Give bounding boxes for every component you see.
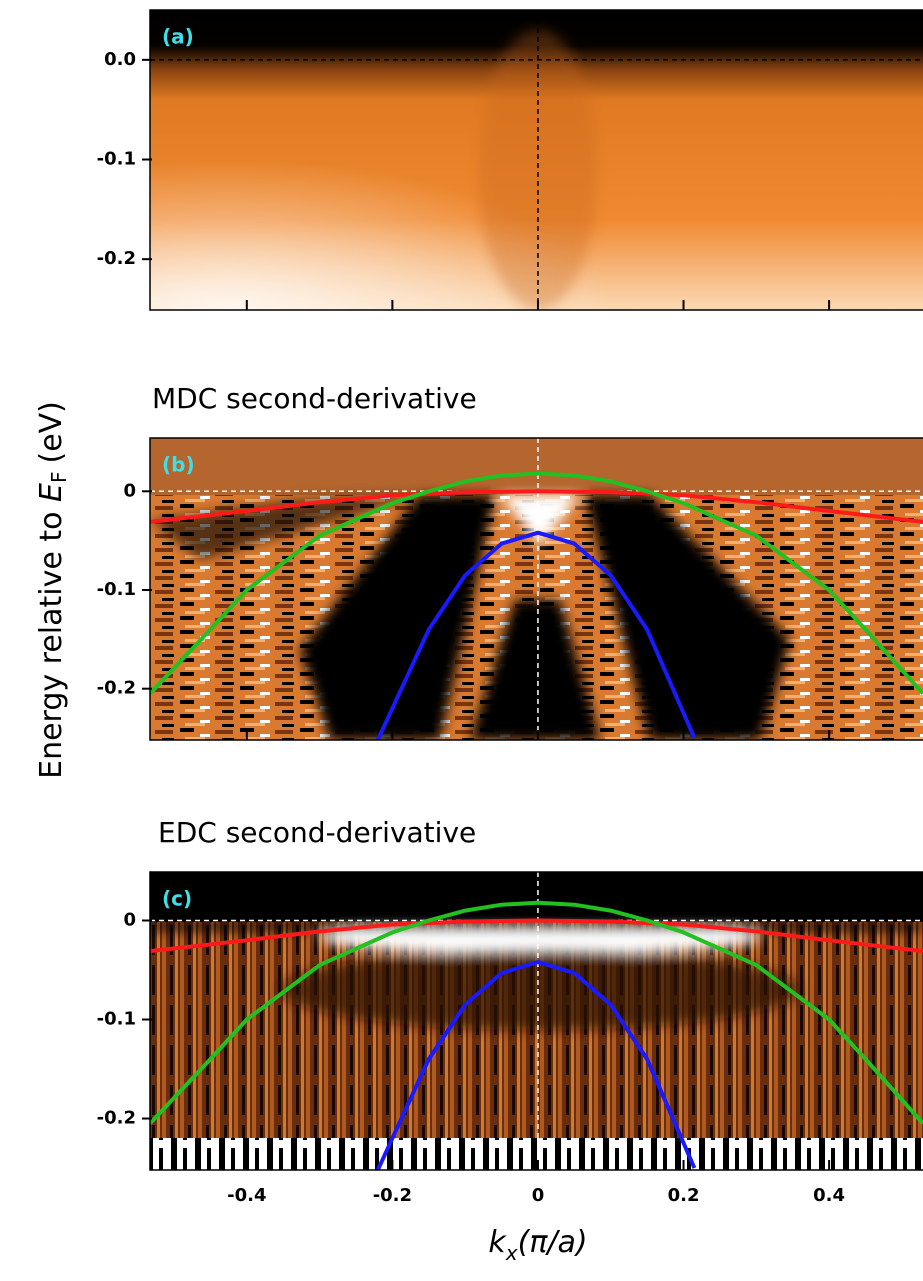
panel: 0 -0.1 -0.2 (b) MDC second-derivative xyxy=(97,382,923,741)
x-label-unit: (π/a) xyxy=(518,1225,588,1260)
panel: -0.4 -0.2 0 0.2 0.4 0 -0.1 -0.2 (c) EDC second-de… xyxy=(97,816,923,1206)
x-axis-label: kx(π/a) xyxy=(488,1225,587,1265)
y-label-symbol: E xyxy=(34,483,69,502)
x-tick-label: 0 xyxy=(532,1185,545,1206)
panel-title: MDC second-derivative xyxy=(152,382,477,415)
y-tick-label: -0.2 xyxy=(97,678,136,699)
panel: 0.0 -0.1 -0.2 (a) xyxy=(97,9,923,311)
y-label-subscript: F xyxy=(47,471,71,483)
panel-label: (c) xyxy=(162,887,192,911)
plot-area xyxy=(150,438,923,740)
y-tick-label: -0.2 xyxy=(97,248,136,269)
plot-area xyxy=(150,872,923,1170)
heatmap-b xyxy=(150,438,923,740)
y-tick-label: 0.0 xyxy=(104,49,136,70)
panel-title: EDC second-derivative xyxy=(158,816,476,849)
y-tick-label: 0 xyxy=(123,910,136,931)
x-label-subscript: x xyxy=(505,1241,518,1265)
y-tick-label: -0.1 xyxy=(97,579,136,600)
heatmap-c xyxy=(150,872,923,1170)
y-label-unit: (eV) xyxy=(34,401,69,463)
band-curve xyxy=(150,471,923,695)
band-curve xyxy=(150,918,923,954)
band-curve xyxy=(375,530,697,740)
y-tick-label: -0.1 xyxy=(97,1009,136,1030)
y-tick-label: -0.2 xyxy=(97,1108,136,1129)
x-tick-label: -0.2 xyxy=(373,1185,412,1206)
x-tick-label: 0.4 xyxy=(813,1185,845,1206)
plot-frame xyxy=(149,871,923,1171)
y-axis-label: Energy relative to EF (eV) xyxy=(34,401,71,779)
band-curve xyxy=(150,900,923,1125)
plot-frame xyxy=(149,9,923,311)
panel-label: (a) xyxy=(162,25,194,49)
y-label-text: Energy relative to xyxy=(34,502,69,779)
y-tick-label: -0.1 xyxy=(97,149,136,170)
heatmap-a xyxy=(150,10,923,310)
plot-area xyxy=(150,10,923,310)
plot-frame xyxy=(149,437,923,741)
x-tick-label: -0.4 xyxy=(227,1185,266,1206)
x-tick-label: 0.2 xyxy=(668,1185,700,1206)
band-curve xyxy=(375,960,697,1170)
x-label-symbol: k xyxy=(488,1225,507,1260)
y-tick-label: 0 xyxy=(123,480,136,501)
panel-label: (b) xyxy=(162,453,195,477)
band-curve xyxy=(150,489,923,524)
